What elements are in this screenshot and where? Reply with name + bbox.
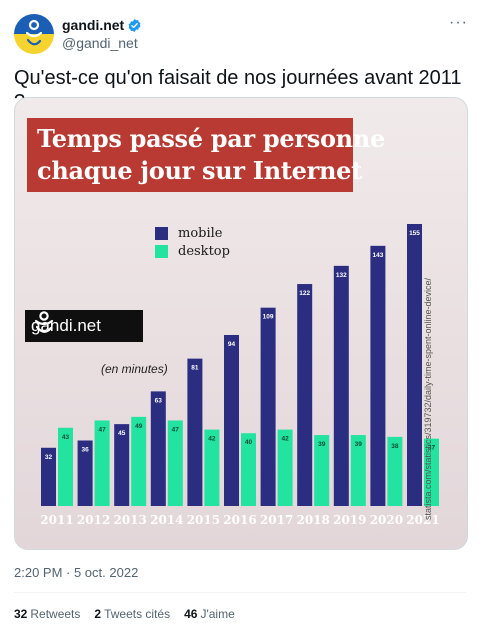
bar-mobile-2017 xyxy=(260,307,276,506)
bar-desktop-2015 xyxy=(204,429,220,506)
bar-mobile-2012 xyxy=(77,440,93,506)
data-label-desktop-2014: 47 xyxy=(172,426,180,433)
data-label-desktop-2021: 37 xyxy=(428,445,436,452)
x-tick-2020: 2020 xyxy=(370,513,403,527)
more-options-icon[interactable]: ··· xyxy=(449,14,468,31)
author-row: gandi.net xyxy=(62,16,142,34)
bar-chart: 32 43 2011 36 47 2012 45 49 2013 63 47 2014 81 42 2015… xyxy=(40,224,440,527)
bar-mobile-2018 xyxy=(297,284,313,506)
bar-desktop-2014 xyxy=(167,420,183,506)
quotes-label: Tweets cités xyxy=(104,607,171,621)
data-label-desktop-2020: 38 xyxy=(391,443,399,450)
author-handle[interactable]: @gandi_net xyxy=(62,35,138,51)
gandi-mark-icon xyxy=(34,311,54,333)
engagement-stats: 32 Retweets 2 Tweets cités 46 J'aime xyxy=(14,607,249,621)
data-label-mobile-2017: 109 xyxy=(263,314,274,321)
chart-title-box: Temps passé par personne chaque jour sur… xyxy=(27,118,385,192)
likes-count: 46 xyxy=(184,607,198,621)
x-tick-2013: 2013 xyxy=(113,513,146,527)
data-label-mobile-2014: 63 xyxy=(155,397,163,404)
bar-desktop-2017 xyxy=(277,429,293,506)
data-label-desktop-2017: 42 xyxy=(281,436,289,443)
gandi-logo-box: gandi.net xyxy=(25,310,143,342)
x-tick-2011: 2011 xyxy=(40,513,73,527)
timestamp[interactable]: 2:20 PM · 5 oct. 2022 xyxy=(14,565,139,580)
data-label-desktop-2011: 43 xyxy=(62,434,70,441)
bar-desktop-2012 xyxy=(94,420,110,506)
likes-stat[interactable]: 46 J'aime xyxy=(184,607,235,621)
data-label-desktop-2012: 47 xyxy=(98,426,106,433)
retweets-label: Retweets xyxy=(30,607,81,621)
bar-mobile-2020 xyxy=(370,245,386,506)
bar-desktop-2021 xyxy=(424,438,439,506)
x-tick-2016: 2016 xyxy=(223,513,256,527)
data-label-mobile-2013: 45 xyxy=(118,430,126,437)
quotes-count: 2 xyxy=(94,607,102,621)
bar-mobile-2014 xyxy=(150,391,166,506)
retweets-count: 32 xyxy=(14,607,28,621)
data-label-mobile-2020: 143 xyxy=(372,252,383,259)
divider xyxy=(14,592,466,593)
data-label-desktop-2015: 42 xyxy=(208,436,216,443)
source-watermark: statista.com/statistics/319732/daily-tim… xyxy=(421,264,435,534)
bar-mobile-2013 xyxy=(114,424,130,506)
unit-note: (en minutes) xyxy=(101,362,168,376)
x-tick-2018: 2018 xyxy=(296,513,329,527)
data-label-desktop-2016: 40 xyxy=(245,439,253,446)
x-tick-2015: 2015 xyxy=(187,513,220,527)
data-label-desktop-2019: 39 xyxy=(355,441,363,448)
retweets-stat[interactable]: 32 Retweets xyxy=(14,607,80,621)
data-label-mobile-2012: 36 xyxy=(81,447,89,454)
data-label-mobile-2019: 132 xyxy=(336,272,347,279)
chart-title-line-2: chaque jour sur Internet xyxy=(37,156,362,185)
verified-badge-icon xyxy=(128,18,141,32)
data-label-mobile-2021: 155 xyxy=(409,230,420,237)
x-tick-2021: 2021 xyxy=(406,513,439,527)
avatar[interactable] xyxy=(14,14,54,54)
data-label-mobile-2015: 81 xyxy=(191,365,199,372)
legend-desktop: desktop xyxy=(155,244,230,259)
bar-desktop-2011 xyxy=(58,427,73,506)
legend-mobile: mobile xyxy=(155,226,222,241)
source-text: statista.com/statistics/319732/daily-tim… xyxy=(423,277,433,521)
x-tick-2019: 2019 xyxy=(333,513,366,527)
bar-mobile-2021 xyxy=(407,224,422,506)
data-label-mobile-2016: 94 xyxy=(228,341,236,348)
bar-desktop-2016 xyxy=(241,433,256,506)
quotes-stat[interactable]: 2 Tweets cités xyxy=(94,607,170,621)
x-tick-2017: 2017 xyxy=(260,513,293,527)
legend-desktop-label: desktop xyxy=(178,244,230,259)
legend-desktop-swatch xyxy=(155,245,168,258)
bar-mobile-2011 xyxy=(41,447,56,506)
data-label-desktop-2018: 39 xyxy=(318,441,326,448)
bar-mobile-2016 xyxy=(224,334,239,506)
likes-label: J'aime xyxy=(200,607,235,621)
chart-title-line-1: Temps passé par personne xyxy=(37,124,385,153)
gandi-logo-icon xyxy=(14,14,54,54)
data-label-mobile-2011: 32 xyxy=(45,454,53,461)
x-tick-2014: 2014 xyxy=(150,513,183,527)
legend-mobile-label: mobile xyxy=(178,226,223,241)
bar-desktop-2020 xyxy=(387,436,403,506)
legend-mobile-swatch xyxy=(155,227,168,240)
bar-desktop-2019 xyxy=(350,435,366,506)
x-tick-2012: 2012 xyxy=(77,513,110,527)
data-label-mobile-2018: 122 xyxy=(299,290,310,297)
tweet-image[interactable]: Temps passé par personne chaque jour sur… xyxy=(14,97,468,550)
author-name[interactable]: gandi.net xyxy=(62,17,125,33)
bar-mobile-2019 xyxy=(333,265,349,506)
bar-desktop-2013 xyxy=(131,416,147,506)
bar-desktop-2018 xyxy=(314,435,330,506)
bar-mobile-2015 xyxy=(187,358,203,506)
data-label-desktop-2013: 49 xyxy=(135,423,143,430)
